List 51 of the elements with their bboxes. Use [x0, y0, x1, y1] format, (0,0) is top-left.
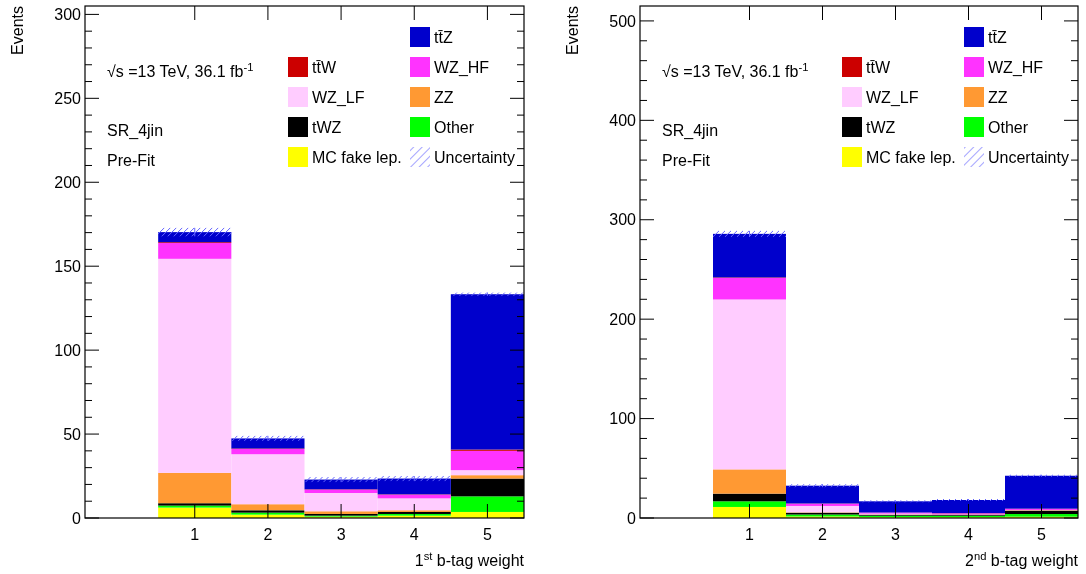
y-tick-label: 0	[72, 509, 82, 527]
legend-label: tt̄W	[312, 59, 337, 76]
legend-label: WZ_LF	[312, 89, 365, 107]
legend-label: tt̄Z	[434, 29, 453, 46]
y-tick-label: 100	[609, 410, 637, 428]
y-tick-label: 400	[609, 111, 637, 129]
y-tick-label: 200	[609, 310, 637, 328]
legend-label: tWZ	[866, 119, 896, 136]
annotation: √s =13 TeV, 36.1 fb$^{-1}$	[107, 61, 254, 80]
annotation: SR_4jin	[107, 122, 164, 140]
annotation: Uncertainty	[988, 149, 1069, 166]
y-tick-label: 300	[609, 211, 637, 229]
legend-label: WZ_HF	[434, 59, 490, 77]
legend-label: MC fake lep.	[866, 149, 956, 166]
y-axis-title: Events	[9, 6, 26, 55]
y-axis-title: Events	[564, 6, 581, 55]
x-tick-label: 2	[263, 526, 273, 543]
annotation: SR_4jin	[662, 122, 719, 140]
x-tick-label: 4	[409, 526, 419, 543]
annotation: Pre-Fit	[662, 152, 711, 169]
legend-label: tWZ	[312, 119, 342, 136]
legend-label: tt̄Z	[988, 29, 1007, 46]
x-tick-label: 2	[818, 526, 828, 543]
y-tick-label: 250	[54, 89, 82, 107]
x-tick-label: 5	[1037, 526, 1047, 543]
y-tick-label: 100	[54, 341, 82, 359]
legend-label: Other	[988, 119, 1029, 136]
legend-label: WZ_LF	[866, 89, 919, 107]
legend-label: ZZ	[988, 89, 1008, 106]
y-tick-label: 50	[63, 425, 82, 443]
x-tick-label: 5	[482, 526, 492, 543]
x-axis-title: 2$^{nd}$ b-tag weight	[965, 550, 1079, 569]
y-tick-label: 200	[54, 173, 82, 191]
x-tick-label: 1	[190, 526, 200, 543]
x-tick-label: 3	[336, 526, 346, 543]
x-axis-title: 1$^{st}$ b-tag weight	[414, 550, 525, 569]
legend-label: ZZ	[434, 89, 454, 106]
x-tick-label: 3	[891, 526, 901, 543]
legend-label: MC fake lep.	[312, 149, 402, 166]
y-tick-label: 500	[609, 12, 637, 30]
y-tick-label: 150	[54, 257, 82, 275]
x-tick-label: 1	[745, 526, 755, 543]
x-tick-label: 4	[964, 526, 974, 543]
y-tick-label: 300	[54, 5, 82, 23]
annotation: Pre-Fit	[107, 152, 156, 169]
legend-label: Other	[434, 119, 475, 136]
legend-label: tt̄W	[866, 59, 891, 76]
annotation: √s =13 TeV, 36.1 fb$^{-1}$	[662, 61, 809, 80]
legend-label: WZ_HF	[988, 59, 1044, 77]
annotation: Uncertainty	[434, 149, 515, 166]
y-tick-label: 0	[627, 509, 637, 527]
